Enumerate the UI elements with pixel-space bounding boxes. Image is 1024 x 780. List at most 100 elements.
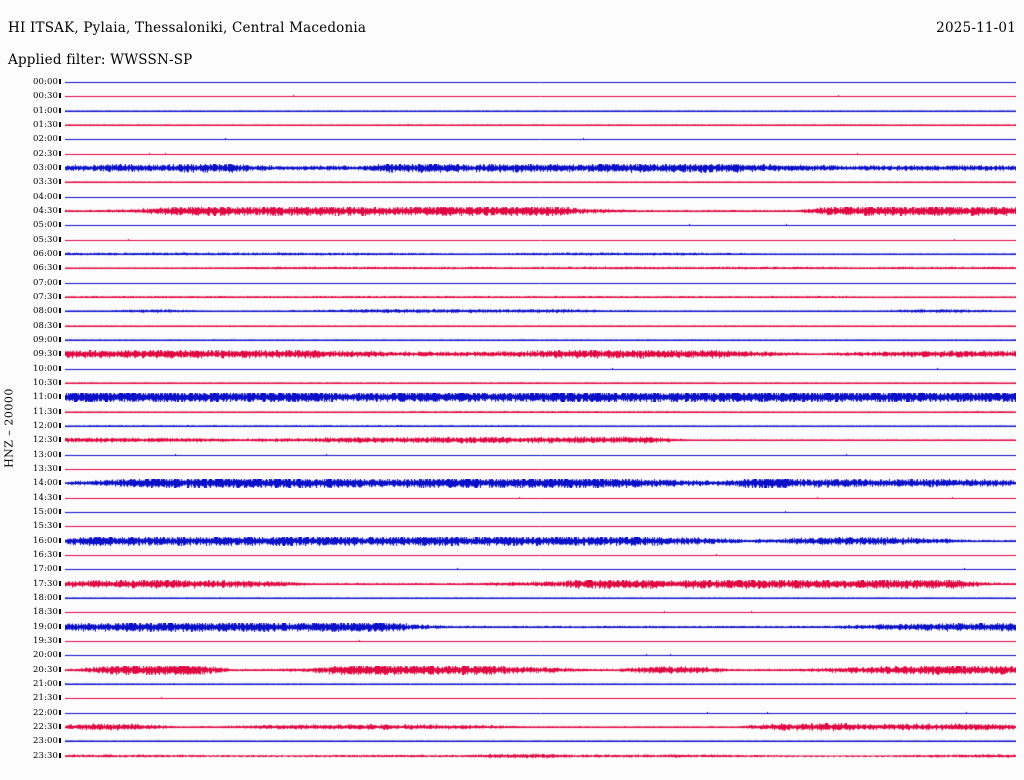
helicorder-row: 01:30 (0, 120, 1024, 135)
row-tick-mark (59, 494, 61, 500)
row-tick-mark (59, 121, 61, 127)
helicorder-row: 01:00 (0, 105, 1024, 121)
helicorder-row: 12:00 (0, 420, 1024, 436)
helicorder-row: 06:30 (0, 264, 1024, 278)
row-tick-mark (59, 236, 61, 242)
seismic-trace (65, 235, 1016, 245)
row-time-label: 13:30 (33, 463, 58, 474)
row-time-label: 20:30 (33, 664, 58, 675)
helicorder-row: 18:00 (0, 593, 1024, 608)
seismic-trace (65, 378, 1016, 388)
helicorder-row: 09:30 (0, 350, 1024, 364)
helicorder-row: 08:30 (0, 321, 1024, 336)
helicorder-row: 11:00 (0, 393, 1024, 407)
row-time-label: 19:30 (33, 635, 58, 646)
helicorder-row: 04:30 (0, 206, 1024, 221)
row-tick-mark (59, 623, 61, 629)
page-title: HI ITSAK, Pylaia, Thessaloniki, Central … (8, 20, 367, 36)
seismic-trace (65, 751, 1016, 761)
seismic-trace (65, 464, 1016, 474)
seismic-trace (65, 350, 1016, 360)
row-tick-mark (59, 308, 61, 314)
row-time-label: 06:00 (33, 248, 58, 259)
helicorder-row: 20:30 (0, 664, 1024, 680)
row-tick-mark (59, 537, 61, 543)
row-time-label: 05:00 (33, 220, 58, 231)
seismic-trace (65, 335, 1016, 345)
helicorder-row: 12:30 (0, 436, 1024, 450)
row-time-label: 11:00 (33, 392, 58, 403)
row-tick-mark (59, 652, 61, 658)
row-time-label: 03:30 (33, 177, 58, 188)
row-time-label: 00:30 (33, 91, 58, 102)
row-tick-mark (59, 164, 61, 170)
seismic-trace (65, 307, 1016, 317)
row-tick-mark (59, 465, 61, 471)
seismic-trace (65, 178, 1016, 188)
seismic-trace (65, 450, 1016, 460)
row-tick-mark (59, 79, 61, 84)
seismic-trace (65, 407, 1016, 417)
row-tick-mark (59, 637, 61, 643)
helicorder-row: 13:30 (0, 463, 1024, 479)
seismic-trace (65, 78, 1016, 87)
row-time-label: 12:00 (33, 420, 58, 431)
seismic-trace (65, 221, 1016, 231)
helicorder-row: 14:00 (0, 479, 1024, 493)
row-time-label: 22:30 (33, 721, 58, 732)
row-tick-mark (59, 752, 61, 758)
seismic-trace (65, 192, 1016, 202)
helicorder-row: 21:00 (0, 679, 1024, 694)
row-tick-mark (59, 580, 61, 586)
seismic-trace (65, 737, 1016, 747)
row-time-label: 01:00 (33, 105, 58, 116)
seismic-trace (65, 694, 1016, 704)
row-time-label: 07:00 (33, 277, 58, 288)
row-time-label: 02:30 (33, 148, 58, 159)
row-time-label: 03:00 (33, 162, 58, 173)
helicorder-row: 05:00 (0, 221, 1024, 235)
helicorder-row: 23:00 (0, 737, 1024, 751)
seismic-trace (65, 651, 1016, 661)
seismic-trace (65, 536, 1016, 546)
row-time-label: 16:00 (33, 535, 58, 546)
row-time-label: 22:00 (33, 707, 58, 718)
row-time-label: 00:00 (33, 77, 58, 87)
seismic-trace (65, 493, 1016, 503)
row-time-label: 23:30 (33, 750, 58, 761)
row-tick-mark (59, 566, 61, 572)
row-time-label: 11:30 (33, 406, 58, 417)
seismic-trace (65, 364, 1016, 374)
seismic-trace (65, 708, 1016, 718)
seismic-trace (65, 120, 1016, 130)
row-time-label: 04:00 (33, 191, 58, 202)
helicorder-row: 19:00 (0, 622, 1024, 637)
row-time-label: 17:00 (33, 564, 58, 575)
helicorder-row: 06:00 (0, 248, 1024, 264)
row-time-label: 18:30 (33, 607, 58, 618)
seismic-trace (65, 163, 1016, 173)
row-tick-mark (59, 480, 61, 486)
seismic-trace (65, 507, 1016, 517)
seismic-trace (65, 722, 1016, 732)
helicorder-row: 00:30 (0, 92, 1024, 106)
seismic-trace (65, 608, 1016, 618)
helicorder-row: 07:00 (0, 277, 1024, 293)
helicorder-row: 00:00 (0, 78, 1024, 92)
seismic-trace (65, 522, 1016, 532)
helicorder-row: 13:00 (0, 450, 1024, 465)
row-tick-mark (59, 93, 61, 99)
helicorder-row: 17:00 (0, 565, 1024, 579)
seismic-trace (65, 421, 1016, 431)
seismic-trace (65, 479, 1016, 489)
row-tick-mark (59, 293, 61, 299)
helicorder-row: 14:30 (0, 492, 1024, 508)
helicorder-row: 22:00 (0, 707, 1024, 723)
row-time-label: 21:30 (33, 693, 58, 704)
helicorder-row: 10:00 (0, 364, 1024, 379)
helicorder-row: 07:30 (0, 292, 1024, 307)
row-tick-mark (59, 150, 61, 156)
row-time-label: 06:30 (33, 263, 58, 274)
helicorder-row: 23:30 (0, 750, 1024, 766)
row-time-label: 14:30 (33, 492, 58, 503)
